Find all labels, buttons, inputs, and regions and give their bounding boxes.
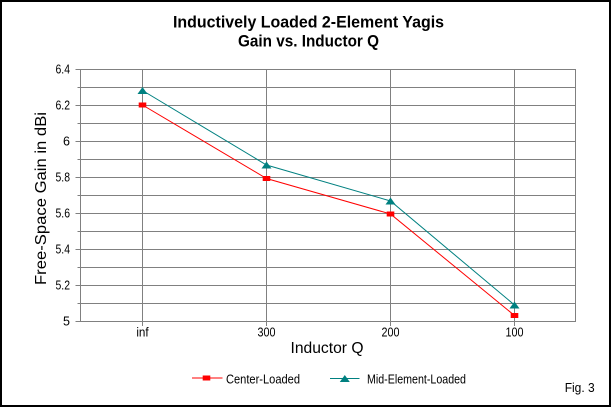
svg-text:100: 100: [506, 325, 524, 339]
svg-text:Inductively Loaded 2-Element Y: Inductively Loaded 2-Element Yagis: [173, 13, 444, 32]
svg-text:5.8: 5.8: [56, 170, 71, 184]
svg-text:200: 200: [382, 325, 400, 339]
svg-text:6: 6: [63, 134, 70, 148]
svg-text:Free-Space Gain in dBi: Free-Space Gain in dBi: [33, 112, 50, 285]
svg-text:6.2: 6.2: [56, 98, 71, 112]
svg-text:300: 300: [258, 325, 276, 339]
svg-text:5: 5: [63, 314, 70, 328]
svg-text:inf: inf: [136, 325, 149, 339]
svg-text:Gain vs. Inductor Q: Gain vs. Inductor Q: [238, 32, 379, 51]
svg-text:Mid-Element-Loaded: Mid-Element-Loaded: [367, 373, 466, 387]
svg-text:Center-Loaded: Center-Loaded: [226, 373, 300, 387]
svg-text:5.4: 5.4: [56, 242, 71, 256]
svg-text:Inductor Q: Inductor Q: [291, 340, 364, 357]
svg-text:5.6: 5.6: [56, 206, 71, 220]
svg-text:Fig. 3: Fig. 3: [565, 380, 595, 395]
svg-text:6.4: 6.4: [56, 62, 71, 76]
svg-text:5.2: 5.2: [56, 278, 71, 292]
